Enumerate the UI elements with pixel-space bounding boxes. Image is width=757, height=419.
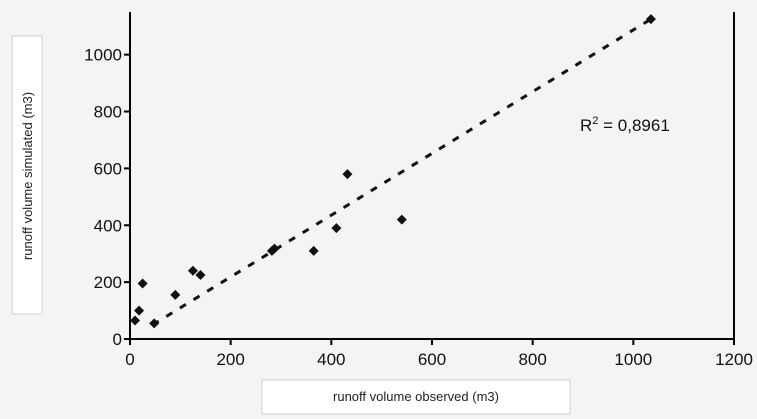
data-point — [170, 289, 181, 300]
x-tick-label: 1000 — [614, 350, 652, 369]
r-squared-annotation: R2 = 0,8961 — [580, 115, 670, 135]
y-tick-label: 400 — [94, 216, 122, 235]
y-tick-label: 200 — [94, 273, 122, 292]
data-point — [396, 214, 407, 225]
y-tick-label: 0 — [113, 330, 122, 349]
y-axis-title: runoff volume simulated (m3) — [20, 92, 35, 260]
data-point — [308, 245, 319, 256]
data-point — [137, 278, 148, 289]
x-tick-label: 1200 — [715, 350, 753, 369]
x-tick-label: 0 — [125, 350, 134, 369]
data-point — [130, 315, 141, 326]
data-point — [331, 223, 342, 234]
data-point — [187, 265, 198, 276]
data-point — [195, 270, 206, 281]
y-tick-label: 1000 — [84, 46, 122, 65]
y-axis-title-box — [11, 35, 43, 315]
x-tick-label: 800 — [518, 350, 546, 369]
data-point — [149, 318, 160, 329]
data-point — [645, 14, 656, 25]
data-point — [269, 243, 280, 254]
data-point — [134, 305, 145, 316]
x-tick-label: 600 — [418, 350, 446, 369]
trendline — [151, 17, 652, 327]
y-tick-label: 600 — [94, 159, 122, 178]
x-tick-label: 200 — [216, 350, 244, 369]
x-axis-title: runoff volume observed (m3) — [333, 389, 499, 404]
x-axis-title-box — [261, 379, 571, 415]
x-tick-label: 400 — [317, 350, 345, 369]
data-point — [342, 169, 353, 180]
y-tick-label: 800 — [94, 103, 122, 122]
